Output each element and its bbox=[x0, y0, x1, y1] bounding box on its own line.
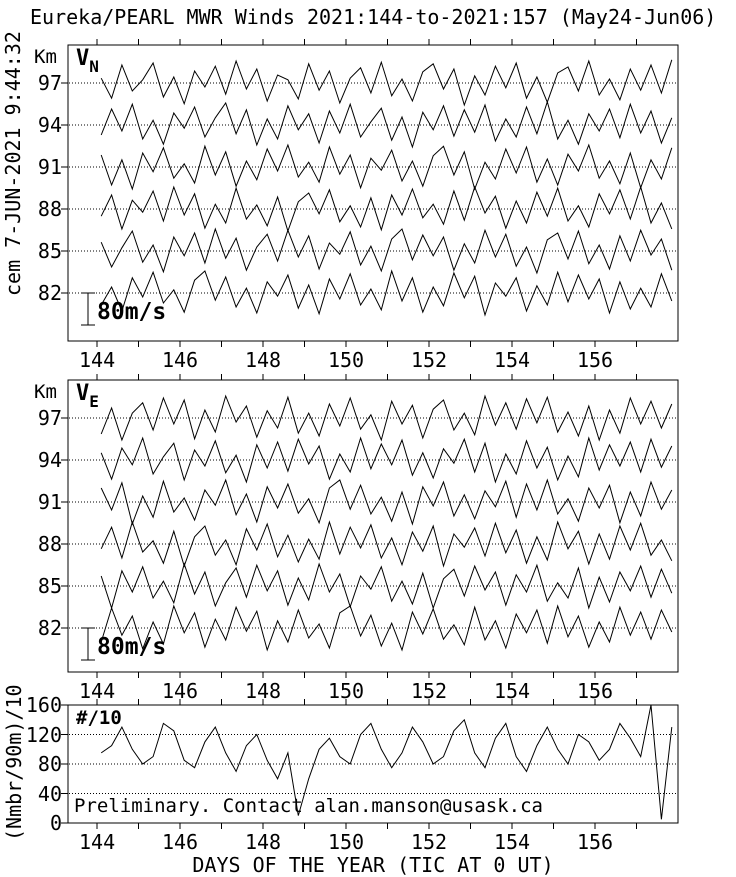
x-tick-label: 152 bbox=[410, 679, 448, 703]
chart-title: Eureka/PEARL MWR Winds 2021:144-to-2021:… bbox=[30, 5, 717, 29]
x-tick-label: 154 bbox=[493, 679, 531, 703]
panel-label-vn-sub: N bbox=[89, 57, 99, 76]
x-tick-label: 150 bbox=[327, 679, 365, 703]
x-tick-label: 156 bbox=[576, 679, 614, 703]
x-tick-label: 156 bbox=[576, 830, 614, 854]
y-tick-label: 97 bbox=[37, 406, 62, 430]
x-tick-label: 152 bbox=[410, 348, 448, 372]
x-tick-label: 144 bbox=[78, 830, 116, 854]
scale-bar-label-vn: 80m/s bbox=[97, 299, 167, 325]
y-tick-label: 85 bbox=[37, 574, 62, 598]
wind-trace-vn-97km bbox=[100, 59, 673, 107]
x-tick-label: 148 bbox=[244, 348, 282, 372]
x-tick-label: 148 bbox=[244, 830, 282, 854]
scale-bar-label-ve: 80m/s bbox=[97, 634, 167, 660]
y-tick-label: 160 bbox=[25, 693, 62, 717]
wind-trace-vn-91km bbox=[100, 143, 673, 191]
y-tick-label: 97 bbox=[37, 71, 62, 95]
wind-trace-ve-94km bbox=[100, 436, 673, 484]
y-tick-label: 94 bbox=[37, 448, 62, 472]
x-tick-label: 150 bbox=[327, 830, 365, 854]
x-tick-label: 154 bbox=[493, 348, 531, 372]
wind-trace-ve-91km bbox=[100, 478, 673, 526]
panel-label-count: #/10 bbox=[76, 707, 122, 729]
x-tick-label: 144 bbox=[78, 348, 116, 372]
y-tick-label: 80 bbox=[37, 752, 62, 776]
panel-border bbox=[67, 379, 679, 673]
wind-trace-vn-85km bbox=[100, 227, 673, 275]
x-tick-label: 146 bbox=[161, 830, 199, 854]
y-tick-label: 94 bbox=[37, 113, 62, 137]
x-tick-label: 146 bbox=[161, 348, 199, 372]
preliminary-annotation: Preliminary. Contact alan.manson@usask.c… bbox=[74, 795, 543, 817]
y-tick-label: 82 bbox=[37, 281, 62, 305]
km-axis-label-ve: Km bbox=[34, 381, 57, 403]
count-trace bbox=[100, 704, 673, 820]
panel-label-ve-main: V bbox=[76, 381, 90, 406]
y-tick-label: 85 bbox=[37, 239, 62, 263]
panel-border bbox=[67, 44, 679, 342]
wind-trace-vn-94km bbox=[100, 100, 673, 149]
wind-trace-vn-82km bbox=[100, 269, 673, 317]
y-tick-label: 120 bbox=[25, 722, 62, 747]
y-tick-label: 0 bbox=[49, 811, 62, 835]
wind-trace-ve-88km bbox=[100, 520, 673, 568]
y-tick-label: 40 bbox=[37, 781, 62, 806]
km-axis-label-vn: Km bbox=[34, 46, 57, 68]
x-tick-label: 154 bbox=[493, 830, 531, 854]
x-tick-label: 152 bbox=[410, 830, 448, 854]
wind-trace-ve-82km bbox=[100, 604, 673, 652]
y-tick-label: 82 bbox=[37, 616, 62, 640]
y-tick-label: 91 bbox=[37, 155, 62, 179]
panel-label-ve: VE bbox=[76, 381, 99, 412]
panel-label-vn-main: V bbox=[76, 46, 90, 71]
panel-label-ve-sub: E bbox=[89, 392, 99, 411]
x-tick-label: 150 bbox=[327, 348, 365, 372]
wind-trace-vn-88km bbox=[100, 185, 673, 233]
x-axis-title: DAYS OF THE YEAR (TIC AT 0 UT) bbox=[192, 853, 554, 877]
y-tick-label: 91 bbox=[37, 490, 62, 514]
y-tick-label: 88 bbox=[37, 532, 62, 556]
y-tick-label: 88 bbox=[37, 197, 62, 221]
panel-label-vn: VN bbox=[76, 46, 99, 77]
wind-trace-ve-85km bbox=[100, 562, 673, 610]
x-tick-label: 148 bbox=[244, 679, 282, 703]
wind-trace-ve-97km bbox=[100, 394, 673, 442]
x-tick-label: 156 bbox=[576, 348, 614, 372]
x-tick-label: 144 bbox=[78, 679, 116, 703]
x-tick-label: 146 bbox=[161, 679, 199, 703]
